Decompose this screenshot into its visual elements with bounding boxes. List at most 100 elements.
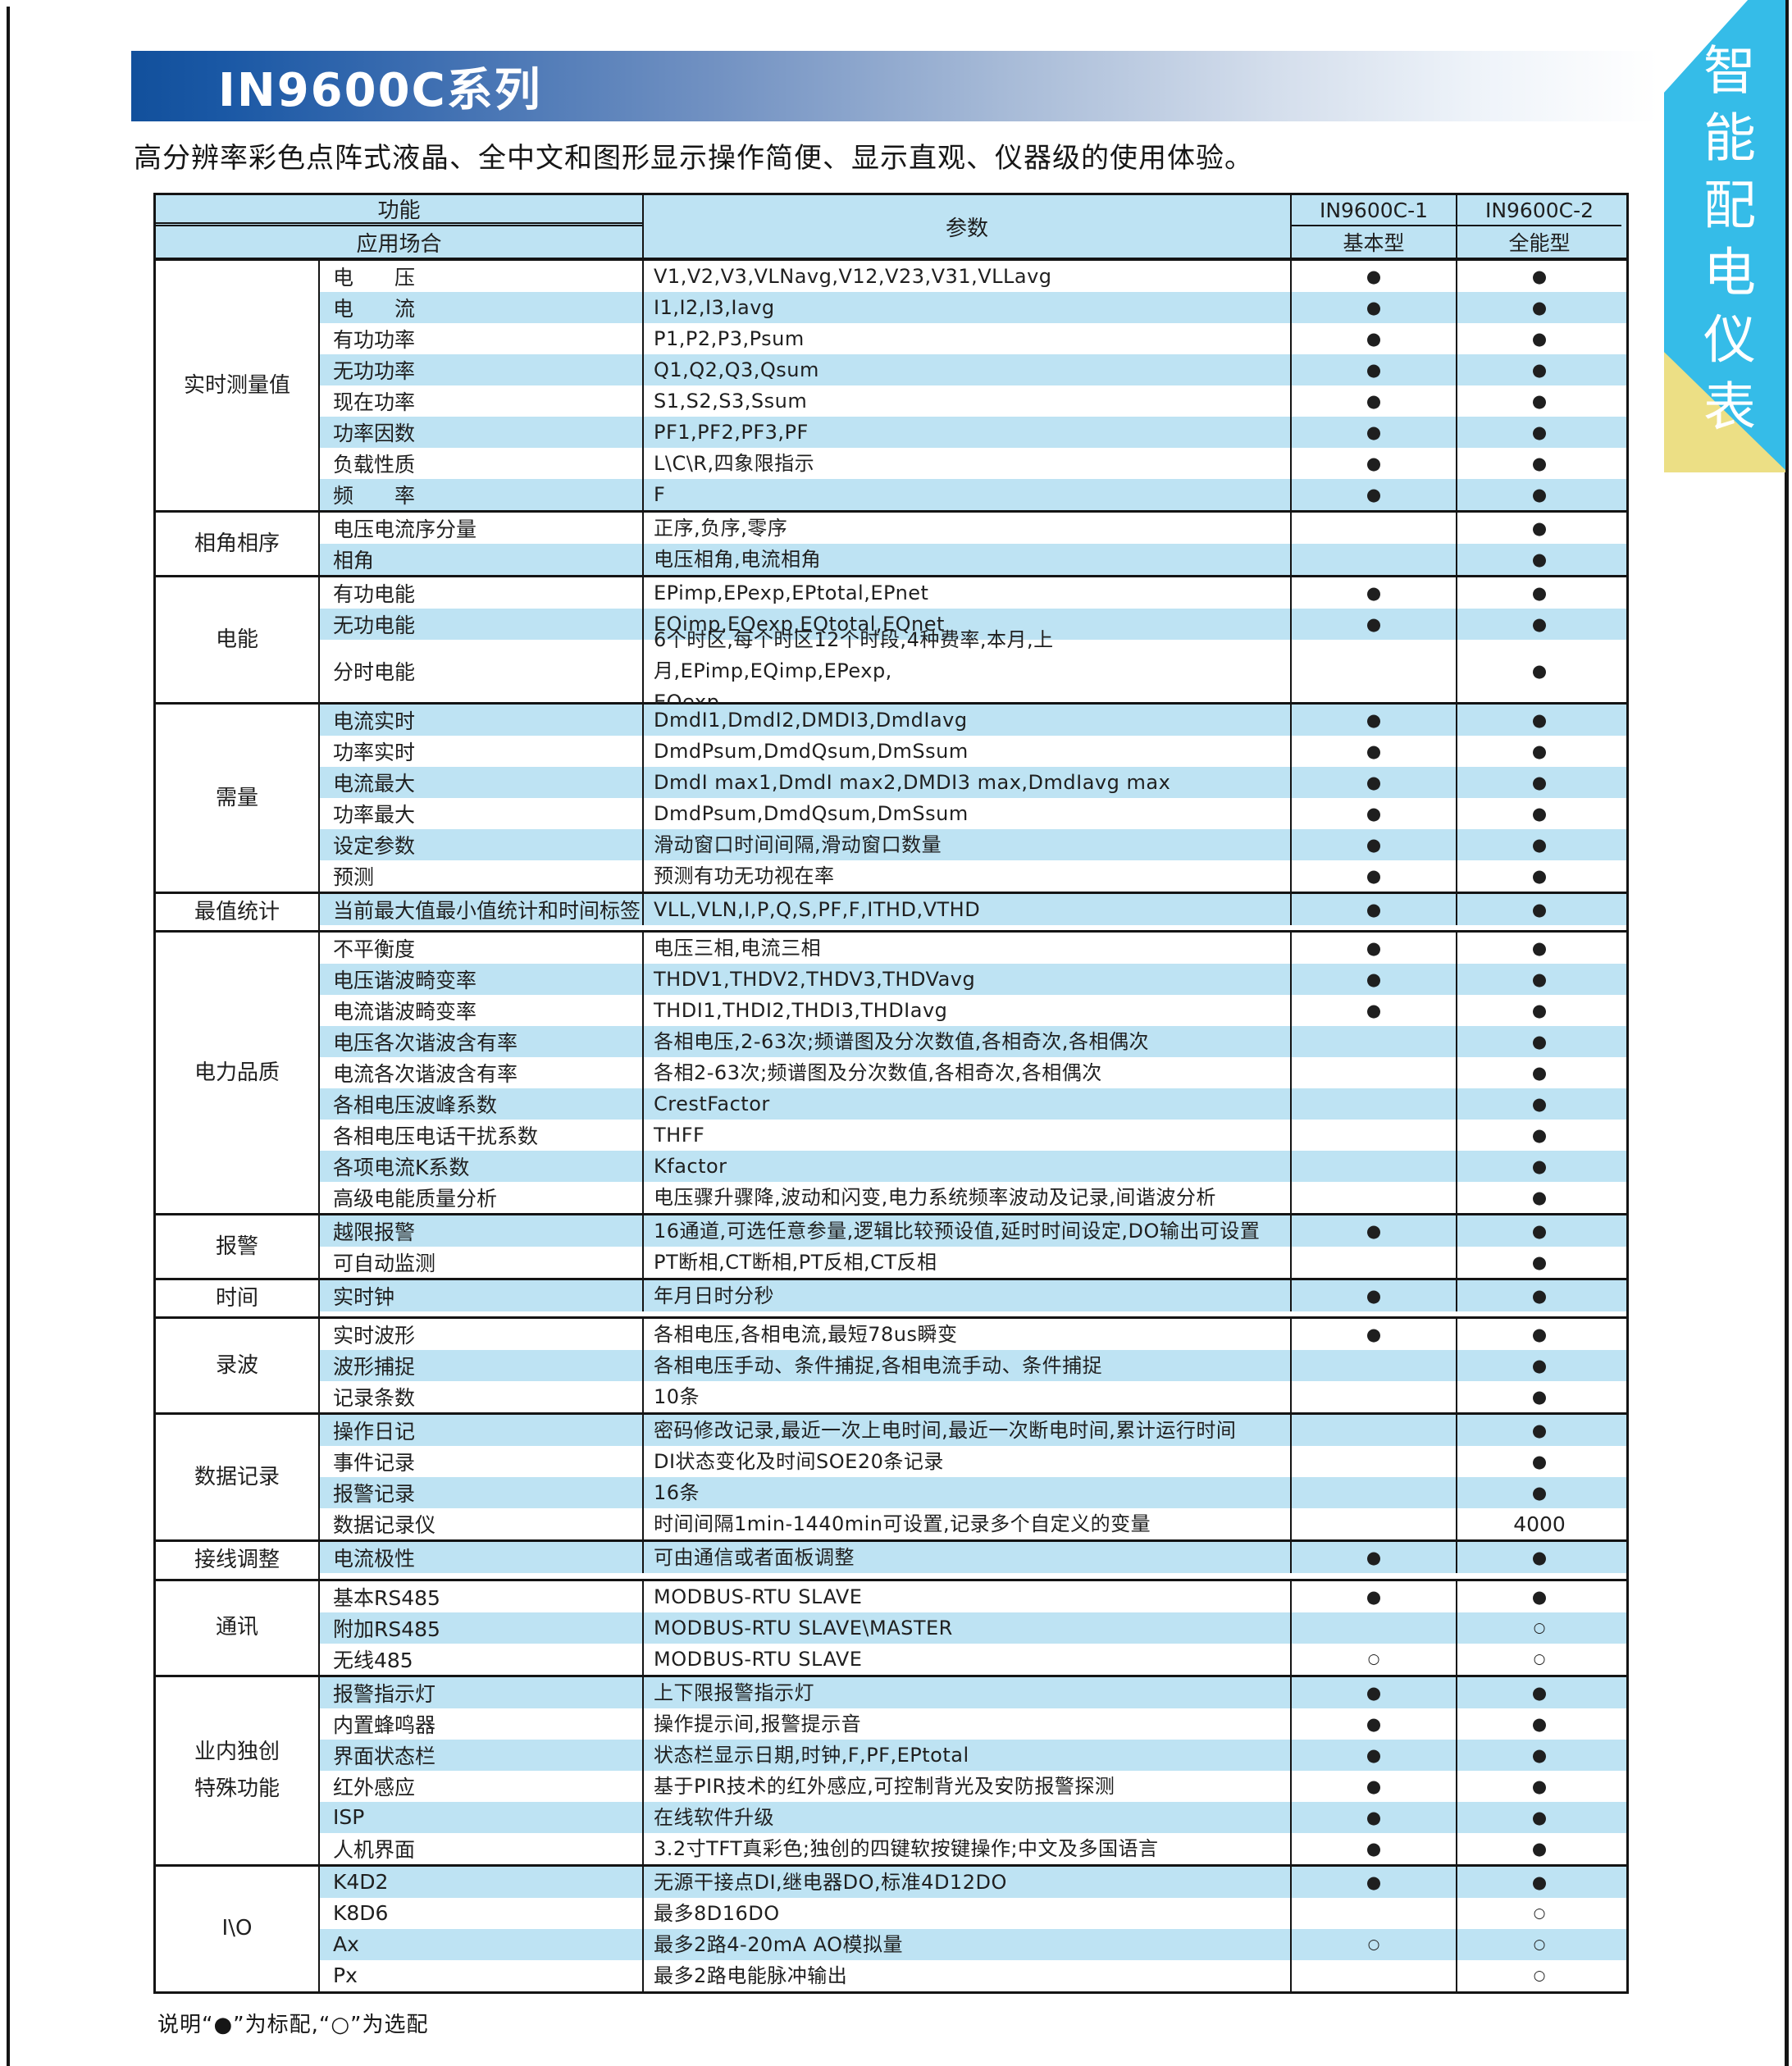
table-row: 实时钟 年月日时分秒 ● ●: [320, 1280, 1626, 1312]
parameter-cell: 各相电压,各相电流,最短78us瞬变: [644, 1319, 1292, 1351]
table-row: 实时波形 各相电压,各相电流,最短78us瞬变 ● ●: [320, 1319, 1626, 1351]
model2-mark: ○: [1533, 1650, 1546, 1667]
table-group: 通讯 基本RS485 MODBUS-RTU SLAVE ● ● 附加RS485 MODBUS…: [156, 1578, 1626, 1675]
parameter-cell: L\C\R,四象限指示: [644, 448, 1292, 479]
table-row: 高级电能质量分析 电压骤升骤降,波动和闪变,电力系统频率波动及记录,间谐波分析 ●: [320, 1182, 1626, 1214]
model1-mark: ●: [1292, 1801, 1457, 1833]
category-cell: 实时测量值: [156, 261, 320, 510]
table-row: 可自动监测 PT断相,CT断相,PT反相,CT反相 ●: [320, 1247, 1626, 1279]
function-cell: 预测: [320, 860, 644, 892]
header-function-application: 功能 应用场合: [156, 195, 644, 258]
parameter-cell: 6个时区,每个时区12个时段,4种费率,本月,上月,EPimp,EQimp,EP…: [644, 628, 1292, 714]
table-group: 最值统计 当前最大值最小值统计和时间标签 VLL,VLN,I,P,Q,S,PF,F,…: [156, 892, 1626, 931]
function-cell: 红外感应: [320, 1770, 644, 1802]
category-cell: 相角相序: [156, 513, 320, 575]
table-row: 现在功率 S1,S2,S3,Ssum ● ●: [320, 385, 1626, 417]
category-cell: 时间: [156, 1280, 320, 1317]
function-cell: 波形捕捉: [320, 1350, 644, 1382]
function-cell: 报警记录: [320, 1477, 644, 1509]
parameter-cell: P1,P2,P3,Psum: [644, 323, 1292, 354]
category-cell: 电能: [156, 577, 320, 702]
function-cell: ISP: [320, 1801, 644, 1833]
function-cell: 实时波形: [320, 1319, 644, 1351]
parameter-cell: PF1,PF2,PF3,PF: [644, 417, 1292, 448]
header-model1: IN9600C-1 基本型: [1292, 195, 1457, 258]
table-row: K4D2 无源干接点DI,继电器DO,标准4D12DO ● ●: [320, 1866, 1626, 1898]
series-title-banner: IN9600C系列: [131, 51, 1658, 121]
category-cell: I\O: [156, 1866, 320, 1991]
parameter-cell: 正序,负序,零序: [644, 513, 1292, 544]
parameter-cell: 最多2路4-20mA AO模拟量: [644, 1928, 1292, 1960]
category-cell: 需量: [156, 705, 320, 892]
model1-mark: ●: [1292, 798, 1457, 829]
function-cell: 记录条数: [320, 1381, 644, 1413]
model2-mark: ●: [1531, 360, 1548, 380]
table-row: 电 压 V1,V2,V3,VLNavg,V12,V23,V31,VLLavg ● ●: [320, 261, 1626, 292]
group-rows: 当前最大值最小值统计和时间标签 VLL,VLN,I,P,Q,S,PF,F,ITHD…: [320, 894, 1626, 930]
model2-mark: ●: [1531, 1188, 1548, 1208]
function-cell: 电流最大: [320, 767, 644, 798]
group-rows: 基本RS485 MODBUS-RTU SLAVE ● ● 附加RS485 MODBUS-R…: [320, 1580, 1626, 1675]
function-cell: 附加RS485: [320, 1612, 644, 1644]
model2-mark: ●: [1531, 804, 1548, 823]
table-row: K8D6 最多8D16DO ○: [320, 1897, 1626, 1929]
model1-mark: ●: [1292, 1542, 1457, 1574]
model1-mark: [1292, 1120, 1457, 1152]
parameter-cell: 年月日时分秒: [644, 1280, 1292, 1312]
parameter-cell: 最多2路电能脉冲输出: [644, 1959, 1292, 1991]
model2-mark: ●: [1531, 1872, 1548, 1892]
parameter-cell: 在线软件升级: [644, 1801, 1292, 1833]
model2-mark: ●: [1531, 835, 1548, 855]
table-header: 功能 应用场合 参数 IN9600C-1 基本型 IN9600C-2 全能型: [156, 195, 1626, 261]
model2-mark: ●: [1531, 1483, 1548, 1503]
function-cell: 电压各次谐波含有率: [320, 1026, 644, 1058]
table-row: 设定参数 滑动窗口时间间隔,滑动窗口数量 ● ●: [320, 829, 1626, 860]
model1-mark: ●: [1292, 417, 1457, 448]
model1-mark: ●: [1292, 385, 1457, 417]
table-row: 基本RS485 MODBUS-RTU SLAVE ● ●: [320, 1580, 1626, 1612]
category-cell: 报警: [156, 1215, 320, 1279]
header-function: 功能: [156, 195, 642, 226]
header-model1-name: IN9600C-1: [1292, 195, 1456, 226]
group-rows: 实时波形 各相电压,各相电流,最短78us瞬变 ● ● 波形捕捉 各相电压手动、条件捕捉,…: [320, 1319, 1626, 1413]
model2-mark: ●: [1531, 1325, 1548, 1345]
function-cell: 各项电流K系数: [320, 1151, 644, 1183]
table-row: 事件记录 DI状态变化及时间SOE20条记录 ●: [320, 1446, 1626, 1478]
parameter-cell: 最多8D16DO: [644, 1897, 1292, 1929]
model2-mark: ●: [1531, 710, 1548, 730]
model1-mark: [1292, 1350, 1457, 1382]
function-cell: 当前最大值最小值统计和时间标签: [320, 894, 644, 925]
group-rows: 电流极性 可由通信或者面板调整 ● ●: [320, 1542, 1626, 1578]
table-row: 各相电压电话干扰系数 THFF ●: [320, 1120, 1626, 1152]
parameter-cell: 滑动窗口时间间隔,滑动窗口数量: [644, 829, 1292, 860]
parameter-cell: 3.2寸TFT真彩色;独创的四键软按键操作;中文及多国语言: [644, 1832, 1292, 1864]
table-row: 记录条数 10条 ●: [320, 1381, 1626, 1413]
model2-mark: ○: [1533, 1904, 1546, 1922]
table-row: Ax 最多2路4-20mA AO模拟量 ○ ○: [320, 1928, 1626, 1960]
model2-mark: ●: [1531, 391, 1548, 411]
model2-mark: ●: [1531, 969, 1548, 990]
header-model2-name: IN9600C-2: [1457, 195, 1621, 226]
table-group: 电力品质 不平衡度 电压三相,电流三相 ● ● 电压谐波畸变率 THDV1,THDV2,TH…: [156, 930, 1626, 1214]
table-row: 报警记录 16条 ●: [320, 1477, 1626, 1509]
model2-mark: ●: [1531, 485, 1548, 504]
function-cell: 实时钟: [320, 1280, 644, 1312]
model1-mark: [1292, 1026, 1457, 1058]
model1-mark: ●: [1292, 933, 1457, 965]
function-cell: 可自动监测: [320, 1247, 644, 1279]
function-cell: 越限报警: [320, 1215, 644, 1247]
model2-mark: ●: [1531, 267, 1548, 286]
model1-mark: [1292, 1959, 1457, 1991]
category-cell: 通讯: [156, 1580, 320, 1675]
parameter-cell: EPimp,EPexp,EPtotal,EPnet: [644, 577, 1292, 609]
page-border-right: [1785, 0, 1789, 2066]
function-cell: 电流谐波畸变率: [320, 995, 644, 1027]
function-cell: Px: [320, 1959, 644, 1991]
side-banner-text: 智能配电仪表: [1694, 43, 1755, 446]
function-cell: 界面状态栏: [320, 1739, 644, 1771]
table-row: 越限报警 16通道,可选任意参量,逻辑比较预设值,延时时间设定,DO输出可设置 ● ●: [320, 1215, 1626, 1247]
parameter-cell: 各相电压手动、条件捕捉,各相电流手动、条件捕捉: [644, 1350, 1292, 1382]
function-cell: 高级电能质量分析: [320, 1182, 644, 1214]
model1-mark: ●: [1292, 767, 1457, 798]
table-row: 电压谐波畸变率 THDV1,THDV2,THDV3,THDVavg ● ●: [320, 964, 1626, 996]
